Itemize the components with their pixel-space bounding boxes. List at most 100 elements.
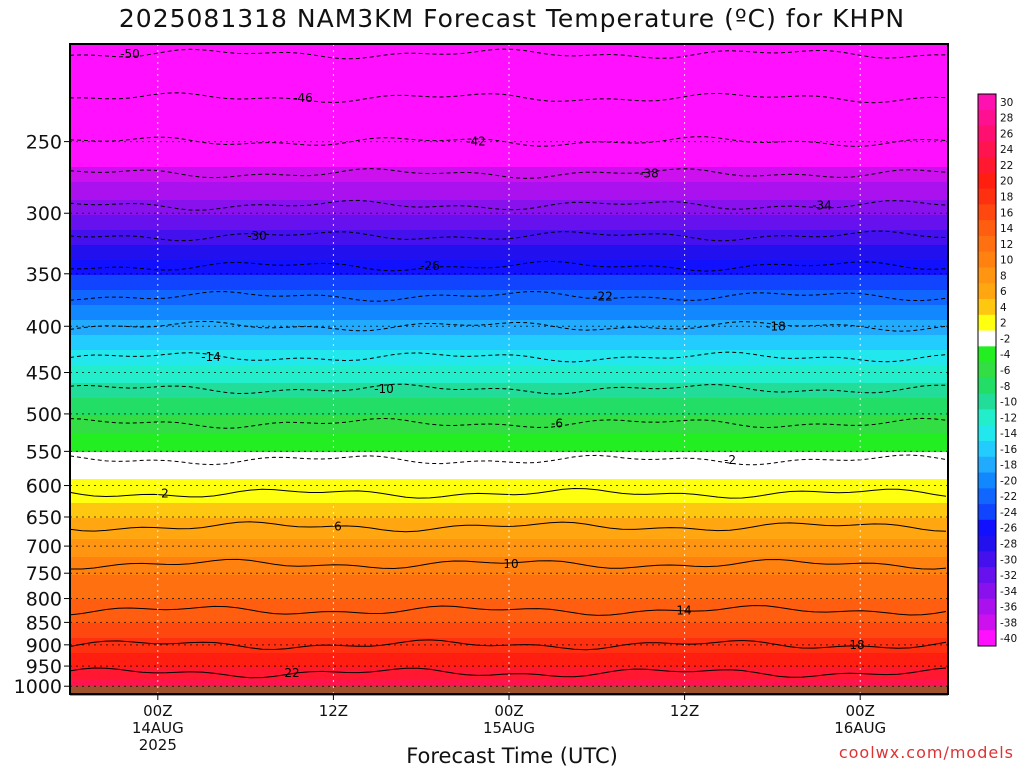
- temperature-band: [70, 95, 948, 99]
- temperature-band: [70, 563, 948, 567]
- temperature-band: [70, 341, 948, 345]
- temperature-band: [70, 185, 948, 189]
- credit-link[interactable]: coolwx.com/models: [838, 743, 1014, 762]
- y-tick-label: 600: [26, 476, 62, 498]
- temperature-band: [70, 401, 948, 405]
- contour-line: [69, 521, 947, 533]
- x-tick-label: 2025: [139, 736, 177, 754]
- legend-label: 4: [1000, 302, 1007, 314]
- contour-label: -22: [593, 289, 613, 303]
- temperature-band: [70, 641, 948, 645]
- contour-label: -30: [247, 229, 267, 243]
- legend-swatch: [978, 141, 996, 158]
- legend-swatch: [978, 330, 996, 347]
- temperature-band: [70, 113, 948, 117]
- temperature-band: [70, 47, 948, 51]
- legend-label: 22: [1000, 160, 1013, 172]
- temperature-band: [70, 485, 948, 489]
- temperature-band: [70, 245, 948, 249]
- temperature-band: [70, 551, 948, 555]
- contour-label: -34: [812, 198, 832, 212]
- temperature-band: [70, 89, 948, 93]
- contour-line: [69, 604, 947, 616]
- legend-label: -26: [1000, 523, 1017, 535]
- temperature-band: [70, 467, 948, 471]
- legend-swatch: [978, 472, 996, 489]
- temperature-band: [70, 665, 948, 669]
- legend-label: -18: [1000, 460, 1017, 472]
- temperature-band: [70, 683, 948, 687]
- temperature-band: [70, 125, 948, 129]
- temperature-band: [70, 539, 948, 543]
- legend-swatch: [978, 488, 996, 505]
- legend-swatch: [978, 551, 996, 568]
- temperature-band: [70, 353, 948, 357]
- y-tick-label: 500: [26, 404, 62, 426]
- contour-label: -14: [201, 350, 221, 364]
- temperature-band: [70, 305, 948, 309]
- temperature-band: [70, 611, 948, 615]
- temperature-band: [70, 593, 948, 597]
- temperature-band: [70, 395, 948, 399]
- temperature-band: [70, 347, 948, 351]
- y-tick-label: 900: [26, 635, 62, 657]
- temperature-band: [70, 659, 948, 663]
- legend-label: -8: [1000, 381, 1010, 393]
- legend-label: 26: [1000, 128, 1014, 140]
- temperature-band: [70, 269, 948, 273]
- contour-label: -46: [293, 91, 313, 105]
- temperature-band: [70, 491, 948, 495]
- temperature-band: [70, 461, 948, 465]
- temperature-band: [70, 59, 948, 63]
- temperature-band: [70, 155, 948, 159]
- temperature-band: [70, 287, 948, 291]
- contour-line: [70, 558, 947, 570]
- legend-label: -30: [1000, 554, 1017, 566]
- temperature-band: [70, 497, 948, 501]
- contour-label: -50: [120, 47, 140, 61]
- contour-label: -26: [420, 259, 440, 273]
- legend-swatch: [978, 362, 996, 379]
- y-tick-label: 250: [26, 132, 62, 154]
- temperature-band: [70, 647, 948, 651]
- temperature-band: [70, 233, 948, 237]
- temperature-band: [70, 161, 948, 165]
- temperature-band: [70, 521, 948, 525]
- legend-swatch: [978, 172, 996, 190]
- temperature-band: [70, 449, 948, 453]
- legend-swatch: [978, 299, 996, 316]
- contour-line: [69, 667, 947, 679]
- temperature-band: [70, 377, 948, 381]
- temperature-band: [70, 311, 948, 315]
- temperature-band: [70, 71, 948, 75]
- temperature-band: [70, 407, 948, 411]
- temperature-band: [70, 617, 948, 621]
- legend-label: 24: [1000, 144, 1014, 156]
- contour-label: -10: [374, 382, 394, 396]
- legend-swatch: [978, 393, 996, 410]
- legend-label: -2: [1000, 333, 1010, 345]
- legend-label: 30: [1000, 97, 1013, 109]
- legend-label: 6: [1000, 286, 1007, 298]
- legend-swatch: [978, 425, 996, 442]
- contour-label: -18: [766, 319, 786, 333]
- temperature-band: [70, 263, 948, 267]
- temperature-band: [70, 299, 948, 303]
- legend-frame: [977, 93, 997, 647]
- y-tick-label: 650: [26, 507, 62, 529]
- legend-swatch: [978, 125, 996, 142]
- legend-swatch: [978, 409, 996, 426]
- temperature-band: [70, 509, 948, 513]
- temperature-band: [70, 203, 948, 207]
- legend-label: -22: [1000, 491, 1017, 503]
- temperature-band: [70, 323, 948, 327]
- legend-swatch: [978, 440, 996, 458]
- temperature-band: [70, 359, 948, 363]
- legend-swatch: [978, 109, 996, 126]
- temperature-band: [70, 365, 948, 369]
- temperature-band: [70, 413, 948, 417]
- legend-swatch: [978, 94, 996, 111]
- legend-label: -6: [1000, 365, 1011, 377]
- legend-swatch: [978, 598, 996, 615]
- chart-title: 2025081318 NAM3KM Forecast Temperature (…: [118, 4, 906, 33]
